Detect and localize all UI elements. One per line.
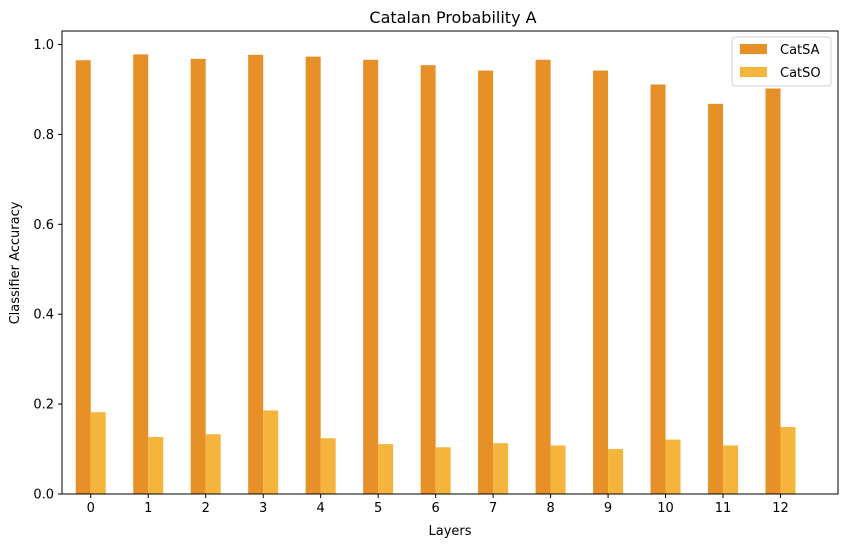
bar-catso-layer-8 [550,445,566,494]
y-tick-label: 0.8 [33,128,54,143]
legend-label-catsa: CatSA [780,43,820,58]
legend-label-catso: CatSO [780,66,821,81]
x-tick-label: 11 [715,501,732,516]
bar-catsa-layer-2 [190,58,206,494]
bar-catso-layer-3 [263,410,279,494]
x-tick-label: 3 [259,501,267,516]
bar-catso-layer-2 [205,434,221,494]
x-tick-label: 12 [772,501,789,516]
y-tick-label: 0.6 [33,218,54,233]
bar-catso-layer-9 [608,449,624,494]
x-tick-label: 2 [202,501,210,516]
chart-title: Catalan Probability A [369,8,536,27]
bar-catso-layer-10 [665,439,681,494]
bar-catsa-layer-7 [478,70,494,494]
bar-catso-layer-7 [493,443,509,494]
bar-catso-layer-6 [435,447,451,494]
bar-catsa-layer-3 [248,54,264,494]
bar-catsa-layer-12 [765,88,781,494]
y-tick-label: 1.0 [33,38,54,53]
legend: CatSA CatSO [731,36,832,87]
bar-catsa-layer-6 [420,65,436,494]
bar-catsa-layer-8 [535,59,551,495]
bar-catso-layer-12 [780,427,796,494]
x-tick-label: 5 [374,501,382,516]
legend-swatch-catso [740,67,767,77]
x-tick-label: 4 [317,501,325,516]
bars-group [75,54,796,495]
y-axis-label: Classifier Accuracy [8,201,23,324]
bar-catsa-layer-9 [593,70,609,494]
y-tick-label: 0.2 [33,398,54,413]
bar-catsa-layer-5 [363,59,379,495]
x-tick-label: 0 [87,501,95,516]
bar-catsa-layer-11 [708,103,724,495]
x-axis-label: Layers [428,524,471,539]
x-axis: 0 1 2 3 4 5 6 7 8 9 10 11 12 [87,494,789,516]
x-tick-label: 9 [604,501,612,516]
x-tick-label: 6 [431,501,439,516]
y-axis: 0.0 0.2 0.4 0.6 0.8 1.0 [33,38,62,503]
x-tick-label: 8 [546,501,554,516]
x-tick-label: 10 [657,501,674,516]
bar-catso-layer-5 [378,444,394,494]
bar-catso-layer-1 [148,436,164,494]
x-tick-label: 7 [489,501,497,516]
y-tick-label: 0.4 [33,308,54,323]
bar-catsa-layer-4 [305,56,321,495]
bar-catso-layer-0 [90,412,106,494]
bar-catsa-layer-0 [75,60,91,494]
y-tick-label: 0.0 [33,488,54,503]
bar-catso-layer-11 [723,445,739,494]
legend-swatch-catsa [740,44,767,54]
bar-catso-layer-4 [320,438,336,494]
plot-frame [61,30,839,495]
bar-catsa-layer-1 [133,54,149,494]
x-tick-label: 1 [144,501,152,516]
bar-catsa-layer-10 [650,84,666,494]
